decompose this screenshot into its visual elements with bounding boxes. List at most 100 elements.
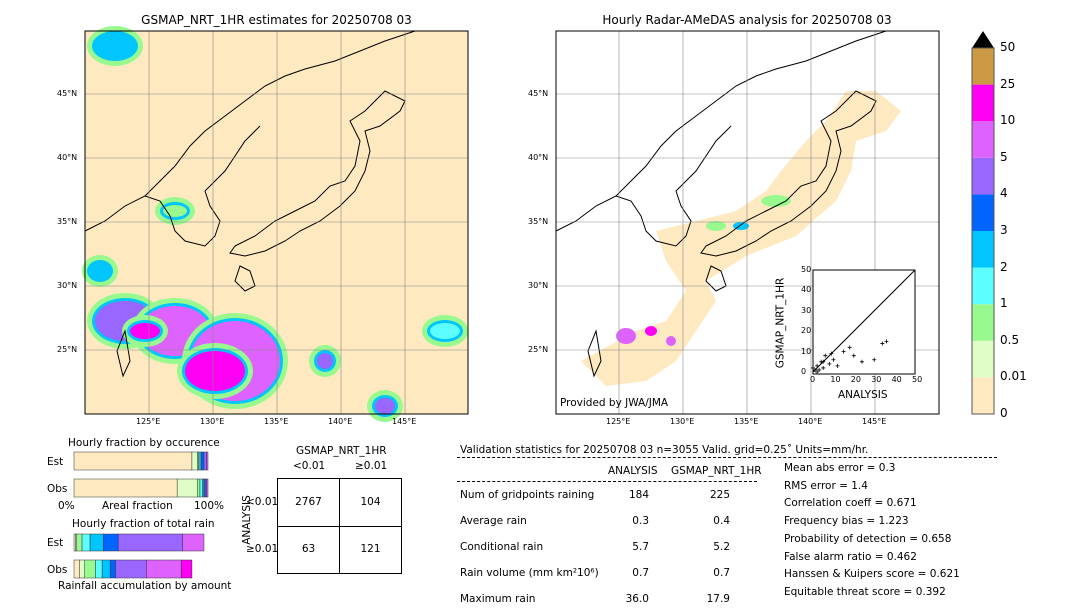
occurrence-obs-segment	[73, 478, 178, 498]
total-rain-est-segment	[81, 533, 91, 552]
total-rain-est-segment	[103, 533, 119, 552]
stats-header: Validation statistics for 20250708 03 n=…	[460, 444, 869, 456]
lat-tick-label: 40°N	[528, 153, 549, 162]
lat-tick-label: 25°N	[528, 345, 549, 354]
occurrence-obs-label: Obs	[47, 483, 68, 495]
stat-analysis-value: 184	[628, 489, 649, 501]
score-line: Equitable threat score = 0.392	[784, 585, 946, 598]
scatter-point	[827, 361, 832, 366]
contingency-table: 2767 104 63 121	[277, 478, 402, 574]
scatter-point	[829, 351, 834, 356]
colorbar-label: 10	[1000, 113, 1016, 128]
occurrence-axis-right: 100%	[194, 500, 225, 512]
score-line: RMS error = 1.4	[784, 479, 868, 492]
occurrence-axis-mid: Areal fraction	[102, 500, 173, 512]
total-rain-est-segment	[182, 533, 205, 552]
score-line: Hanssen & Kuipers score = 0.621	[784, 568, 960, 581]
colorbar-extend-arrow	[972, 31, 994, 48]
colorbar-label: 50	[1000, 40, 1016, 54]
map-frame	[555, 30, 940, 415]
colorbar-label: 0	[1000, 406, 1008, 420]
colorbar-label: 5	[1000, 149, 1008, 164]
occurrence-est-segment	[201, 451, 205, 471]
scatter-x-tick: 30	[871, 375, 882, 384]
total-rain-obs-segment	[101, 559, 111, 579]
total-rain-obs-segment	[180, 559, 193, 579]
colorbar-segment	[972, 84, 994, 122]
occurrence-est-segment	[73, 451, 193, 471]
map-frame	[84, 30, 469, 415]
right-map-title: Hourly Radar-AMeDAS analysis for 2025070…	[602, 13, 892, 27]
total-rain-est-label: Est	[47, 537, 64, 549]
stat-label: Maximum rain	[460, 593, 536, 605]
scatter-y-tick: 40	[801, 285, 812, 295]
occurrence-obs-segment	[206, 478, 209, 498]
stat-label: Rain volume (mm km²10⁶)	[460, 567, 599, 579]
scatter-point	[872, 357, 877, 362]
score-line: Frequency bias = 1.223	[784, 515, 909, 528]
scatter-ylabel: GSMAP_NRT_1HR	[774, 277, 787, 369]
scatter-point	[815, 370, 820, 374]
occurrence-est-segment	[191, 451, 198, 471]
rain-area	[761, 195, 791, 207]
score-line: Probability of detection = 0.658	[784, 532, 952, 545]
rain-area	[90, 263, 110, 279]
lon-tick-label: 145°E	[392, 417, 417, 426]
total-rain-obs-segment	[84, 559, 96, 579]
scatter-point	[821, 365, 826, 370]
scatter-point	[815, 363, 820, 368]
scatter-y-tick: 0	[801, 367, 807, 376]
occurrence-title: Hourly fraction by occurence	[68, 437, 220, 449]
score-line: Correlation coeff = 0.671	[784, 497, 917, 510]
coastline	[84, 30, 416, 378]
stats-col-gsmap: GSMAP_NRT_1HR	[671, 465, 762, 477]
contingency-col-1: ≥0.01	[355, 460, 388, 472]
rain-area	[130, 323, 160, 339]
contingency-row-0: <0.01	[246, 496, 279, 508]
stat-gsmap-value: 5.2	[713, 541, 730, 553]
scatter-point	[851, 353, 856, 358]
occurrence-est-label: Est	[47, 456, 64, 468]
occurrence-obs-segment	[199, 478, 203, 498]
lon-tick-label: 130°E	[670, 417, 695, 426]
rain-area	[616, 328, 636, 344]
scatter-y-tick: 10	[801, 346, 812, 356]
total-rain-obs-segment	[73, 559, 80, 579]
stats-col-analysis: ANALYSIS	[608, 465, 658, 477]
colorbar-segment	[972, 304, 994, 341]
total-rain-obs-segment	[79, 559, 85, 579]
contingency-title: GSMAP_NRT_1HR	[296, 445, 387, 457]
scatter-point	[847, 345, 852, 350]
coastline	[555, 30, 887, 378]
total-rain-obs-label: Obs	[47, 564, 68, 576]
score-line: Mean abs error = 0.3	[784, 462, 896, 474]
analysis-coverage	[581, 91, 901, 386]
total-rain-est-segment	[76, 533, 83, 552]
lat-tick-label: 45°N	[57, 89, 78, 98]
cell-10: 63	[301, 543, 316, 555]
scatter-y-tick: 20	[801, 326, 812, 336]
lon-tick-label: 140°E	[798, 417, 823, 426]
scatter-x-tick: 50	[912, 375, 923, 384]
scatter-point	[859, 359, 864, 364]
scatter-xlabel: ANALYSIS	[838, 389, 888, 401]
left_map-map	[82, 26, 469, 422]
contingency-col-0: <0.01	[293, 460, 326, 472]
rain-area	[375, 398, 395, 414]
occurrence-est-segment	[203, 451, 207, 471]
rain-area	[666, 336, 676, 346]
lon-tick-label: 125°E	[606, 417, 631, 426]
total-rain-est-segment	[117, 533, 183, 552]
scatter-point	[880, 341, 885, 346]
scatter-point	[813, 367, 818, 372]
contingency-row-1: ≥0.01	[246, 543, 279, 555]
lon-tick-label: 135°E	[264, 417, 289, 426]
stat-label: Average rain	[460, 515, 527, 527]
colorbar-segment	[972, 377, 994, 414]
occurrence-axis-left: 0%	[58, 500, 75, 512]
total-rain-est-segment	[89, 533, 104, 552]
cell-01: 104	[360, 496, 381, 508]
rain-area	[706, 221, 726, 231]
scatter-y-tick: 50	[801, 265, 812, 274]
scatter-point	[811, 365, 815, 370]
